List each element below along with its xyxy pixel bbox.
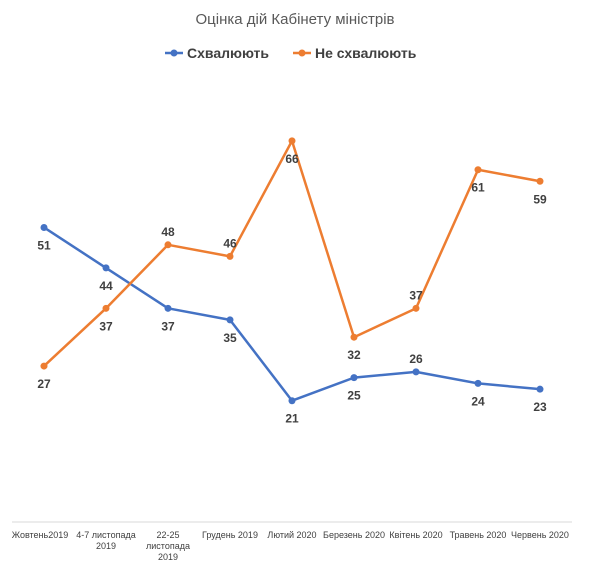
x-tick-label: Червень 2020 (511, 530, 569, 540)
legend: Схвалюють Не схвалюють (165, 45, 417, 61)
data-label: 37 (99, 319, 113, 333)
data-label: 27 (37, 377, 51, 391)
legend-marker-1 (298, 49, 306, 57)
data-point (288, 137, 296, 145)
data-label: 25 (347, 389, 361, 403)
series-0: 51 44 37 35 21 25 26 24 23 (37, 223, 547, 426)
data-point (350, 374, 358, 382)
data-point (164, 304, 172, 312)
data-label: 26 (409, 352, 423, 366)
data-point (474, 166, 482, 174)
data-label: 21 (285, 412, 299, 426)
data-point (102, 264, 110, 272)
x-tick-label: Грудень 2019 (202, 530, 258, 540)
x-tick-labels: Жовтень2019 4-7 листопада 2019 22-25 листопа… (12, 530, 569, 562)
data-point (536, 177, 544, 185)
data-label: 23 (533, 400, 547, 414)
data-label: 48 (161, 225, 175, 239)
data-point (536, 385, 544, 393)
series-line-0 (43, 226, 541, 402)
chart-title: Оцінка дій Кабінету міністрів (195, 11, 394, 28)
data-label: 59 (533, 192, 547, 206)
data-point (226, 252, 234, 260)
data-label: 61 (471, 181, 485, 195)
data-label: 35 (223, 331, 237, 345)
legend-label-1: Не схвалюють (315, 45, 417, 61)
x-tick-label: 4-7 листопада 2019 (76, 530, 135, 551)
data-label: 46 (223, 236, 237, 250)
legend-marker-0 (170, 49, 178, 57)
series-1: 27 37 48 46 66 32 37 61 59 (37, 137, 547, 391)
data-label: 51 (37, 238, 51, 252)
x-tick-label: Травень 2020 (450, 530, 507, 540)
data-label: 32 (347, 348, 361, 362)
data-point (226, 316, 234, 324)
x-tick-label: Жовтень2019 (12, 530, 69, 540)
x-tick-label: 22-25 листопада 2019 (146, 530, 190, 562)
data-point (350, 333, 358, 341)
data-label: 37 (161, 319, 175, 333)
x-tick-label: Лютий 2020 (267, 530, 316, 540)
data-point (412, 304, 420, 312)
data-label: 37 (409, 288, 423, 302)
data-point (40, 223, 48, 231)
data-point (164, 241, 172, 249)
x-tick-label: Березень 2020 (323, 530, 385, 540)
data-label: 44 (99, 279, 113, 293)
data-point (40, 362, 48, 370)
data-point (102, 304, 110, 312)
data-label: 66 (285, 152, 299, 166)
data-point (288, 397, 296, 405)
data-label: 24 (471, 394, 485, 408)
data-point (412, 368, 420, 376)
x-tick-label: Квітень 2020 (389, 530, 442, 540)
data-point (474, 379, 482, 387)
series-line-1 (43, 139, 541, 367)
legend-label-0: Схвалюють (187, 45, 269, 61)
series-layer: 51 44 37 35 21 25 26 24 23 27 37 48 46 66 32 37 61 59 (37, 137, 547, 426)
